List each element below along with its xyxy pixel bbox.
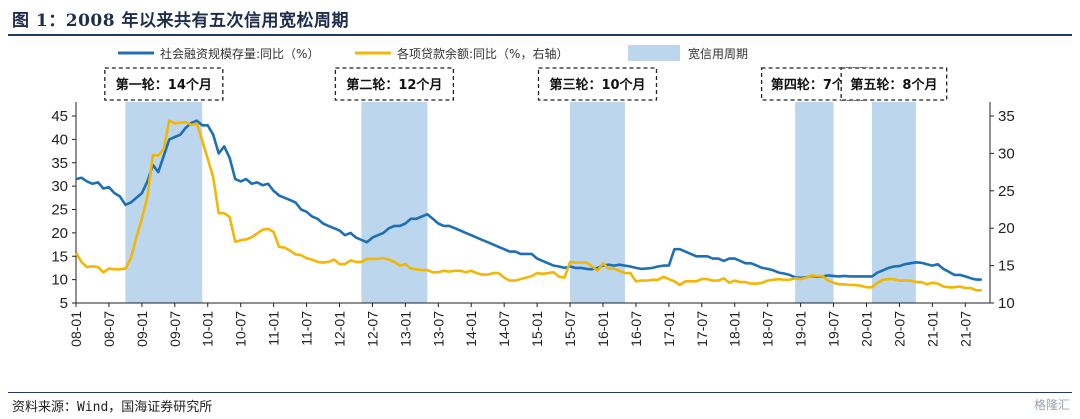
y-right-tick-label: 15 — [998, 258, 1015, 275]
series-line-2 — [74, 119, 982, 292]
x-tick-label: 15-01 — [529, 311, 545, 347]
x-tick-label: 10-07 — [233, 311, 249, 347]
x-tick-label: 17-01 — [661, 311, 677, 347]
x-tick-label: 16-01 — [595, 311, 611, 347]
x-tick-label: 20-07 — [891, 311, 907, 347]
x-tick-label: 19-01 — [793, 311, 809, 347]
y-right-tick-label: 35 — [998, 108, 1015, 125]
title-rule — [8, 34, 1072, 36]
x-tick-label: 18-07 — [760, 311, 776, 347]
y-right-tick-label: 30 — [998, 145, 1015, 162]
x-tick-label: 13-01 — [397, 311, 413, 347]
y-left-tick-label: 30 — [51, 178, 68, 195]
source-rule — [8, 392, 1072, 393]
axes: 5 10 15 20 25 30 35 40 45 10 15 20 25 30 35 08-01 08-07 0… — [51, 102, 1015, 347]
figure-title: 图 1：2008 年以来共有五次信用宽松周期 — [12, 11, 349, 31]
x-tick-label: 10-01 — [200, 311, 216, 347]
y-left-tick-label: 15 — [51, 248, 68, 265]
cycle-band-1 — [125, 102, 203, 303]
x-tick-label: 09-07 — [167, 311, 183, 347]
legend-label-2: 各项贷款余额:同比（%，右轴） — [397, 46, 568, 61]
y-left-tick-label: 45 — [51, 108, 68, 125]
x-tick-label: 12-07 — [364, 311, 380, 347]
x-tick-label: 20-01 — [858, 311, 874, 347]
x-tick-label: 12-01 — [331, 311, 347, 347]
x-tick-label: 11-01 — [266, 311, 282, 346]
legend: 社会融资规模存量:同比（%） 各项贷款余额:同比（%，右轴） 宽信用周期 — [118, 45, 748, 61]
y-right-tick-label: 20 — [998, 220, 1015, 237]
cycle-label-box-1 — [104, 67, 224, 101]
y-left-tick-label: 35 — [51, 155, 68, 172]
cycle-band-3 — [570, 102, 625, 303]
x-tick-label: 21-01 — [924, 311, 940, 347]
cycle-label-box-3 — [537, 67, 658, 101]
legend-label-3: 宽信用周期 — [688, 46, 748, 61]
x-tick-label: 17-07 — [694, 311, 710, 347]
y-left-tick-label: 25 — [51, 202, 68, 219]
x-tick-label: 18-01 — [727, 311, 743, 347]
cycle-band-5 — [871, 102, 916, 303]
x-tick-label: 21-07 — [957, 311, 973, 347]
y-left-tick-label: 10 — [51, 272, 68, 289]
cycle-bands — [125, 102, 916, 303]
cycle-label-box-2 — [334, 67, 455, 101]
x-tick-label: 09-01 — [134, 311, 150, 347]
series-line-1 — [75, 119, 982, 281]
legend-label-1: 社会融资规模存量:同比（%） — [160, 46, 319, 61]
y-right-tick-label: 10 — [998, 295, 1015, 312]
x-tick-label: 13-07 — [430, 311, 446, 347]
y-right-tick-label: 25 — [998, 183, 1015, 200]
cycle-label-5: 第五轮：8个月 — [850, 77, 937, 93]
x-tick-label: 11-07 — [299, 311, 315, 346]
chart-canvas: 5 10 15 20 25 30 35 40 45 10 15 20 25 30 35 08-01 08-07 0… — [51, 45, 1015, 347]
x-tick-label: 19-07 — [826, 311, 842, 347]
cycle-label-4: 第四轮：7个月 — [771, 77, 858, 93]
y-left-tick-label: 5 — [60, 295, 68, 312]
x-tick-label: 08-07 — [101, 311, 117, 347]
x-tick-label: 14-01 — [463, 311, 479, 347]
cycle-label-box-5 — [840, 67, 948, 101]
series-lines — [74, 119, 982, 292]
watermark-logo: 格隆汇 — [1033, 398, 1070, 412]
x-tick-label: 15-07 — [562, 311, 578, 347]
y-left-tick-label: 20 — [51, 225, 68, 242]
x-tick-label: 16-07 — [628, 311, 644, 347]
y-left-tick-label: 40 — [51, 131, 68, 148]
x-tick-label: 08-01 — [68, 311, 84, 347]
cycle-label-3: 第三轮：10个月 — [549, 77, 645, 93]
source-note: 资料来源：Wind，国海证券研究所 — [12, 400, 213, 415]
legend-swatch-3 — [628, 45, 680, 61]
cycle-band-4 — [795, 102, 834, 303]
cycle-label-2: 第二轮：12个月 — [346, 77, 442, 93]
cycle-label-1: 第一轮：14个月 — [116, 77, 212, 93]
cycle-band-2 — [361, 102, 428, 303]
x-tick-label: 14-07 — [496, 311, 512, 347]
